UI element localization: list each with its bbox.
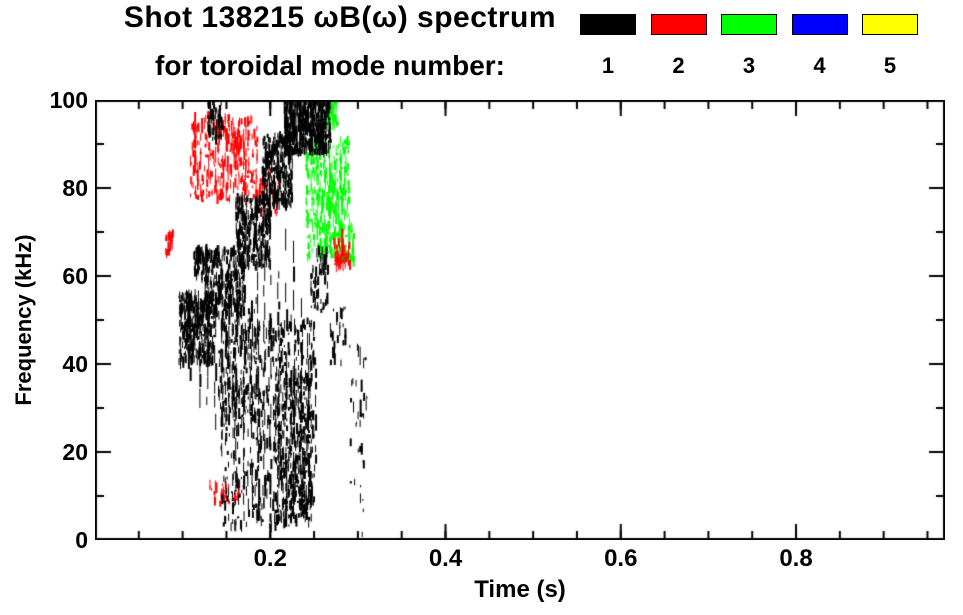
legend-label-mode-1: 1 [601,53,615,78]
legend-swatch-mode-5 [862,14,918,35]
legend-label-mode-5: 5 [883,53,897,78]
x-tick-label: 0.6 [604,545,638,572]
y-tick-label: 60 [62,263,88,289]
legend-label-mode-4: 4 [813,53,826,78]
y-tick-label: 100 [49,87,88,113]
legend-label-mode-2: 2 [672,53,685,78]
legend-swatch-mode-3 [721,14,777,35]
y-tick-label: 0 [75,527,88,553]
chart-title: Shot 138215 ωB(ω) spectrum [123,1,557,34]
spectrogram-plot-canvas [95,100,945,540]
y-tick-label: 80 [62,175,88,201]
legend-swatch-mode-4 [791,14,848,35]
legend-label-mode-3: 3 [742,53,756,78]
y-tick-label: 20 [62,439,88,465]
y-tick-label: 40 [62,351,88,377]
x-tick-label: 0.8 [779,545,813,572]
x-tick-label: 0.2 [253,545,287,572]
chart-subtitle: for toroidal mode number: [155,50,505,81]
legend-swatch-mode-2 [650,14,707,35]
legend-swatch-mode-1 [580,14,636,35]
x-tick-label: 0.4 [428,545,463,572]
x-axis-label: Time (s) [474,576,566,603]
